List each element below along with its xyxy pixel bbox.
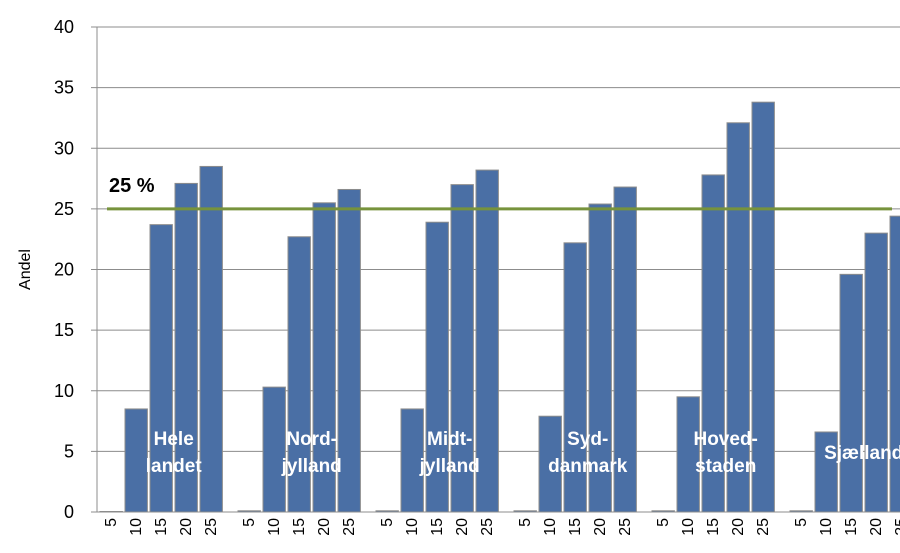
bar [312,202,336,513]
x-tick-label: 25 [479,518,496,536]
x-tick-label: 25 [893,518,900,536]
x-tick-label: 10 [404,518,421,536]
y-axis-label: Andel [17,249,34,290]
x-tick-label: 25 [203,518,220,536]
x-tick-label: 5 [241,518,258,527]
y-tick-label: 30 [54,138,74,158]
y-tick-label: 15 [54,320,74,340]
bar [375,510,399,513]
bar [124,408,148,513]
y-tick-label: 10 [54,381,74,401]
x-tick-label: 20 [316,518,333,536]
bar [149,224,173,513]
x-tick-label: 10 [128,518,145,536]
x-tick-label: 5 [517,518,534,527]
bar [400,408,424,513]
x-tick-label: 20 [730,518,747,536]
bar [513,510,537,513]
bar [538,415,562,513]
x-tick-label: 15 [843,518,860,536]
bar [651,510,675,513]
bar [99,511,123,513]
x-tick-label: 15 [291,518,308,536]
x-tick-label: 5 [103,518,120,527]
bar [839,273,863,513]
bar [450,184,474,513]
reference-line-label: 25 % [109,175,155,197]
region-label: staden [695,456,756,477]
bar [701,174,725,513]
bar [751,101,775,513]
x-tick-label: 20 [868,518,885,536]
y-tick-label: 25 [54,199,74,219]
x-tick-label: 20 [454,518,471,536]
bar [563,242,587,513]
bar [588,203,612,513]
bar [237,510,261,513]
region-labels: Hele landet Nord-jylland Midt-jylland Syd-da… [146,429,900,477]
bar [613,186,637,513]
x-tick-label: 10 [818,518,835,536]
bar [726,122,750,513]
bar [889,215,900,513]
region-label: danmark [548,456,628,477]
bar [864,232,888,513]
region-label: Syd- [567,429,608,450]
region-label: Nord- [286,429,337,450]
x-tick-label: 15 [705,518,722,536]
x-tick-label: 20 [592,518,609,536]
x-tick-labels: 5 10 15 20 25 5 10 15 20 25 5 10 15 20 25 5 10 15 20 25 5 10 1… [103,518,900,536]
bar [199,165,223,513]
x-tick-label: 15 [153,518,170,536]
y-tick-label: 40 [54,17,74,37]
x-tick-label: 25 [755,518,772,536]
x-tick-label: 5 [655,518,672,527]
x-tick-label: 15 [429,518,446,536]
bar [262,386,286,513]
x-tick-label: 10 [266,518,283,536]
x-tick-label: 5 [379,518,396,527]
region-label: Midt- [427,429,472,450]
bar [337,188,361,513]
region-label: Hele [154,429,194,450]
x-tick-label: 10 [680,518,697,536]
bar [789,510,813,513]
bar [425,221,449,513]
x-tick-label: 25 [341,518,358,536]
x-tick-label: 25 [617,518,634,536]
y-tick-label: 0 [64,502,74,522]
bar [676,396,700,513]
y-tick-label: 20 [54,260,74,280]
y-tick-label: 5 [64,441,74,461]
region-label: jylland [419,456,480,477]
x-tick-label: 20 [178,518,195,536]
bar [814,431,838,513]
x-tick-label: 5 [793,518,810,527]
bars [99,101,900,513]
x-tick-label: 10 [542,518,559,536]
bar [287,236,311,513]
y-tick-labels: 0 5 10 15 20 25 30 35 40 [54,17,74,522]
bar [174,182,198,513]
region-label: jylland [281,456,342,477]
y-tick-label: 35 [54,78,74,98]
x-tick-label: 15 [567,518,584,536]
bar [475,169,499,513]
region-label: landet [146,456,203,477]
region-label: Sjælland [824,443,900,464]
region-label: Hoved- [693,429,757,450]
